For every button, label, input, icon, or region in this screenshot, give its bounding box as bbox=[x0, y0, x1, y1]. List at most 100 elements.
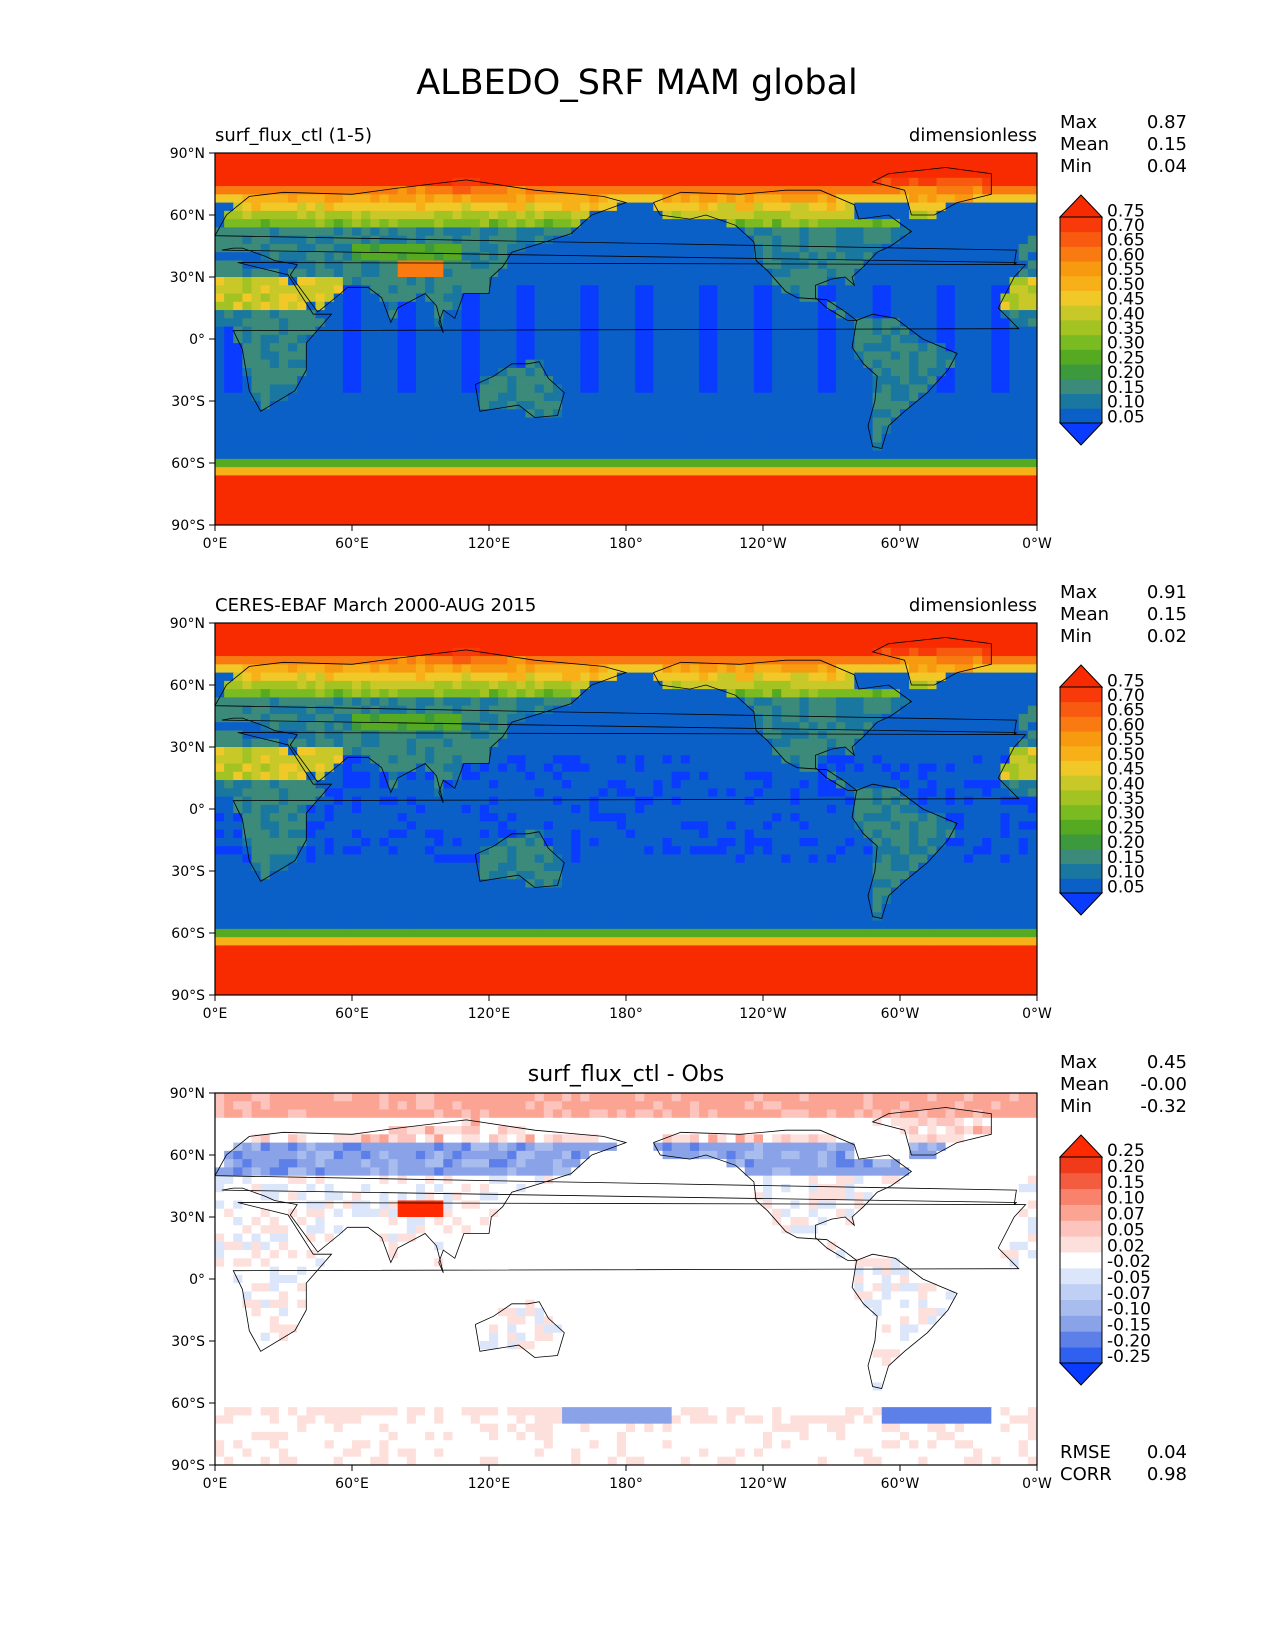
grid-cell bbox=[680, 260, 691, 270]
grid-cell bbox=[973, 680, 983, 690]
grid-cell bbox=[571, 680, 581, 690]
grid-cell bbox=[936, 326, 947, 336]
grid-cell bbox=[708, 359, 718, 369]
grid-cell bbox=[388, 417, 399, 427]
grid-cell bbox=[260, 384, 271, 394]
colorbar-label: 0.45 bbox=[1107, 290, 1145, 310]
grid-cell bbox=[781, 425, 791, 435]
grid-cell bbox=[251, 367, 262, 377]
grid-cell bbox=[753, 359, 764, 369]
grid-cell bbox=[662, 508, 673, 518]
grid-cell bbox=[379, 177, 390, 187]
grid-cell bbox=[233, 252, 243, 262]
grid-cell bbox=[991, 500, 1002, 510]
grid-cell bbox=[808, 153, 819, 162]
grid-cell bbox=[288, 631, 298, 641]
grid-cell bbox=[525, 227, 536, 237]
grid-cell bbox=[1009, 384, 1020, 394]
grid-cell bbox=[863, 343, 874, 352]
grid-cell bbox=[1027, 268, 1037, 278]
grid-cell bbox=[836, 343, 846, 352]
grid-cell bbox=[808, 475, 819, 485]
grid-cell bbox=[269, 647, 280, 657]
grid-cell bbox=[936, 310, 947, 319]
grid-cell bbox=[333, 161, 344, 171]
grid-cell bbox=[644, 647, 654, 657]
grid-cell bbox=[452, 359, 463, 369]
grid-cell bbox=[361, 392, 371, 402]
grid-cell bbox=[461, 450, 472, 460]
grid-cell bbox=[653, 458, 664, 468]
grid-cell bbox=[543, 623, 554, 632]
grid-cell bbox=[744, 376, 755, 386]
grid-cell bbox=[361, 458, 371, 468]
grid-cell bbox=[845, 177, 855, 187]
grid-cell bbox=[397, 210, 408, 220]
grid-cell bbox=[470, 689, 481, 698]
grid-cell bbox=[790, 202, 801, 212]
grid-cell bbox=[753, 442, 764, 452]
grid-cell bbox=[616, 483, 627, 493]
grid-cell bbox=[1009, 376, 1020, 386]
grid-cell bbox=[470, 384, 481, 394]
grid-cell bbox=[927, 508, 938, 518]
grid-cell bbox=[361, 210, 371, 220]
grid-cell bbox=[909, 318, 919, 328]
grid-cell bbox=[415, 194, 426, 204]
grid-cell bbox=[479, 202, 490, 212]
grid-cell bbox=[342, 153, 353, 162]
grid-cell bbox=[370, 268, 380, 278]
grid-cell bbox=[552, 343, 563, 352]
grid-cell bbox=[406, 227, 417, 237]
grid-cell bbox=[973, 417, 983, 427]
grid-cell bbox=[388, 639, 399, 649]
grid-cell bbox=[900, 202, 910, 212]
grid-cell bbox=[397, 491, 408, 501]
grid-cell bbox=[626, 409, 636, 419]
grid-cell bbox=[543, 467, 554, 476]
grid-cell bbox=[936, 417, 947, 427]
grid-cell bbox=[525, 656, 536, 665]
grid-cell bbox=[443, 425, 454, 435]
grid-cell bbox=[689, 169, 700, 179]
grid-cell bbox=[498, 384, 508, 394]
grid-cell bbox=[644, 161, 654, 171]
grid-cell bbox=[470, 285, 481, 295]
grid-cell bbox=[826, 656, 837, 665]
grid-cell bbox=[854, 285, 865, 295]
grid-cell bbox=[589, 409, 600, 419]
grid-cell bbox=[297, 647, 307, 657]
grid-cell bbox=[278, 343, 289, 352]
grid-cell bbox=[726, 672, 737, 682]
grid-cell bbox=[699, 243, 709, 253]
grid-cell bbox=[571, 252, 581, 262]
grid-cell bbox=[1000, 500, 1011, 510]
grid-cell bbox=[836, 376, 846, 386]
grid-cell bbox=[443, 450, 454, 460]
grid-cell bbox=[1027, 202, 1037, 212]
grid-cell bbox=[662, 417, 673, 427]
grid-cell bbox=[927, 334, 938, 344]
grid-cell bbox=[726, 227, 737, 237]
grid-cell bbox=[763, 153, 773, 162]
grid-cell bbox=[900, 351, 910, 361]
grid-cell bbox=[954, 326, 965, 336]
grid-cell bbox=[963, 467, 974, 476]
grid-cell bbox=[580, 186, 591, 195]
grid-cell bbox=[936, 467, 947, 476]
grid-cell bbox=[370, 194, 380, 204]
grid-cell bbox=[781, 516, 791, 525]
grid-cell bbox=[1018, 252, 1029, 262]
grid-cell bbox=[781, 326, 791, 336]
grid-cell bbox=[388, 219, 399, 228]
grid-cell bbox=[1027, 392, 1037, 402]
grid-cell bbox=[918, 647, 928, 657]
grid-cell bbox=[470, 631, 481, 641]
grid-cell bbox=[516, 367, 527, 377]
grid-cell bbox=[671, 243, 682, 253]
grid-cell bbox=[233, 631, 243, 641]
grid-cell bbox=[644, 277, 654, 286]
grid-cell bbox=[735, 252, 746, 262]
grid-cell bbox=[552, 647, 563, 657]
grid-cell bbox=[963, 194, 974, 204]
